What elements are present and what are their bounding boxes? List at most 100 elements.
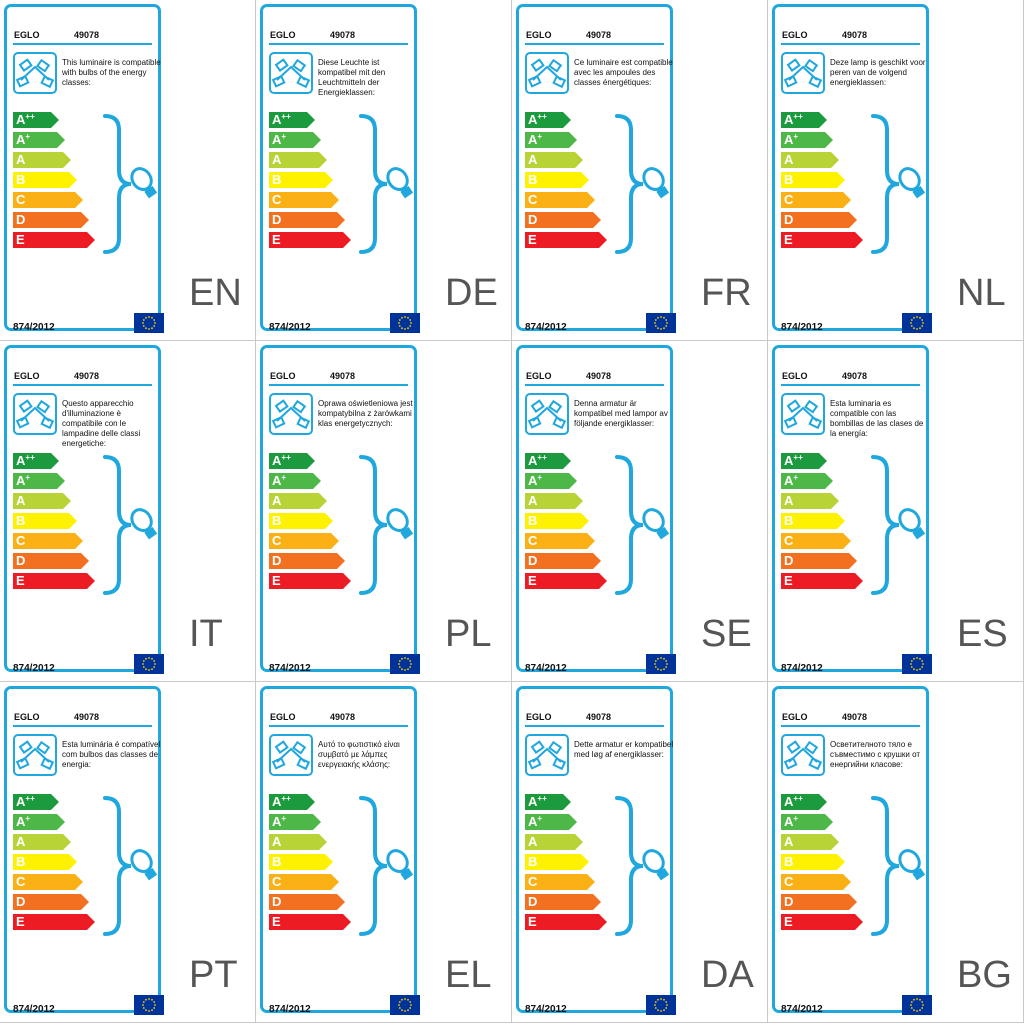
brace-icon (615, 114, 644, 254)
energy-class-bar: A+ (269, 814, 321, 830)
brace-icon (871, 796, 900, 936)
language-code: EN (189, 272, 242, 314)
energy-class-letter: A+ (784, 814, 799, 829)
label-cell: EGLO 49078 Deze lamp is geschikt voor pe… (768, 0, 1024, 341)
energy-class-bar: E (781, 914, 863, 930)
energy-class-bar: A (781, 493, 839, 509)
energy-class-bar: B (525, 172, 589, 188)
bulb-icon (130, 849, 158, 881)
energy-class-bar: A (13, 152, 71, 168)
energy-class-bar: A+ (781, 814, 833, 830)
regulation-number: 874/2012 (269, 1004, 311, 1015)
brand-name: EGLO (270, 30, 296, 40)
energy-class-letter: B (16, 172, 26, 187)
energy-class-letter: A+ (272, 132, 287, 147)
energy-class-bar: A++ (781, 794, 827, 810)
label-cell: EGLO 49078 Esta luminaria es compatible … (768, 341, 1024, 682)
energy-class-bar: A (525, 152, 583, 168)
regulation-number: 874/2012 (13, 322, 55, 333)
energy-class-bar: A++ (525, 794, 571, 810)
eu-flag-icon (134, 313, 164, 333)
energy-class-scale: A++ A+ A B C D E (13, 112, 103, 252)
header-rule (269, 725, 408, 727)
language-code: DA (701, 954, 754, 996)
energy-class-bar: A (13, 834, 71, 850)
energy-class-bar: B (13, 854, 77, 870)
energy-class-letter: E (272, 914, 281, 929)
energy-class-bar: E (13, 232, 95, 248)
energy-class-bar: B (781, 513, 845, 529)
energy-class-bar: A++ (13, 453, 59, 469)
eu-flag-icon (134, 995, 164, 1015)
model-number: 49078 (842, 30, 868, 40)
energy-class-bar: D (13, 553, 89, 569)
compatibility-text: Deze lamp is geschikt voor peren van de … (830, 58, 926, 87)
energy-class-letter: E (528, 232, 537, 247)
energy-label: EGLO 49078 Esta luminária é compatível c… (4, 686, 164, 1015)
energy-class-letter: E (784, 914, 793, 929)
luminaire-icon (269, 734, 313, 776)
brace-bulb-group (871, 455, 926, 595)
bulb-icon (642, 508, 670, 540)
bulb-icon (130, 167, 158, 199)
brace-icon (871, 114, 900, 254)
energy-class-letter: C (528, 874, 538, 889)
energy-class-letter: A+ (528, 132, 543, 147)
bulb-icon (642, 167, 670, 199)
language-code: ES (957, 613, 1008, 655)
energy-class-bar: A+ (269, 132, 321, 148)
energy-class-letter: A (272, 493, 282, 508)
energy-class-scale: A++ A+ A B C D E (525, 112, 615, 252)
energy-class-letter: A (784, 834, 794, 849)
brace-bulb-group (615, 114, 670, 254)
energy-class-letter: A++ (16, 112, 35, 127)
energy-class-letter: B (784, 172, 794, 187)
energy-class-bar: A++ (525, 112, 571, 128)
luminaire-icon (781, 734, 825, 776)
regulation-number: 874/2012 (269, 322, 311, 333)
energy-class-bar: A++ (781, 112, 827, 128)
energy-class-bar: D (781, 212, 857, 228)
energy-class-letter: C (272, 192, 282, 207)
energy-class-bar: A (269, 493, 327, 509)
energy-class-bar: D (269, 894, 345, 910)
energy-class-bar: C (781, 533, 851, 549)
eu-flag-icon (902, 313, 932, 333)
language-code: PT (189, 954, 238, 996)
energy-class-letter: A+ (272, 473, 287, 488)
energy-class-letter: B (272, 172, 282, 187)
brand-name: EGLO (14, 712, 40, 722)
bulb-icon (898, 508, 926, 540)
model-number: 49078 (586, 712, 612, 722)
energy-class-letter: C (528, 533, 538, 548)
energy-label: EGLO 49078 Oprawa oświetleniowa jest kom… (260, 345, 420, 674)
model-number: 49078 (586, 30, 612, 40)
energy-class-bar: A+ (13, 473, 65, 489)
energy-class-bar: A++ (13, 794, 59, 810)
energy-class-bar: E (525, 914, 607, 930)
header-rule (269, 43, 408, 45)
regulation-number: 874/2012 (781, 663, 823, 674)
energy-class-letter: A++ (784, 453, 803, 468)
energy-class-letter: D (528, 894, 538, 909)
regulation-number: 874/2012 (13, 663, 55, 674)
model-number: 49078 (842, 712, 868, 722)
energy-class-letter: B (784, 854, 794, 869)
energy-class-bar: A+ (13, 814, 65, 830)
energy-label: EGLO 49078 Questo apparecchio d'illumina… (4, 345, 164, 674)
energy-class-letter: E (528, 573, 537, 588)
brace-bulb-group (615, 796, 670, 936)
energy-class-letter: A+ (784, 132, 799, 147)
brace-icon (615, 796, 644, 936)
language-code: FR (701, 272, 752, 314)
energy-class-bar: A+ (525, 814, 577, 830)
energy-class-bar: B (525, 513, 589, 529)
header-rule (525, 725, 664, 727)
bulb-icon (898, 167, 926, 199)
energy-class-bar: A++ (525, 453, 571, 469)
energy-class-bar: C (269, 192, 339, 208)
energy-class-letter: B (784, 513, 794, 528)
luminaire-icon (781, 52, 825, 94)
energy-class-bar: C (525, 874, 595, 890)
